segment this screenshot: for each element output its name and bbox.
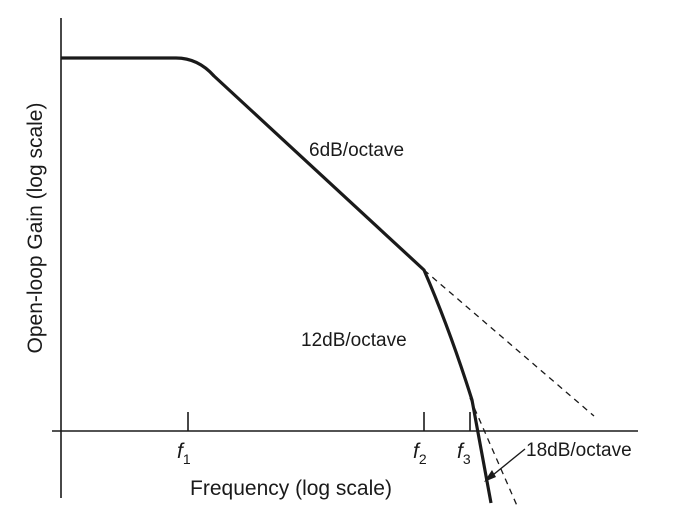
gain-curve xyxy=(61,56,493,504)
tick-label-f3: f3 xyxy=(457,440,471,467)
annotation-6db: 6dB/octave xyxy=(309,140,404,161)
tick-label-f1: f1 xyxy=(177,440,191,467)
annotation-18db: 18dB/octave xyxy=(526,440,632,461)
annotation-arrow-head xyxy=(484,470,496,482)
annotation-12db: 12dB/octave xyxy=(301,330,407,351)
dashed-extension-6db xyxy=(423,269,595,417)
tick-label-f2: f2 xyxy=(413,440,427,467)
x-axis-title: Frequency (log scale) xyxy=(190,477,392,500)
dashed-extension-12db xyxy=(469,397,519,509)
y-axis-title: Open-loop Gain (log scale) xyxy=(24,103,47,354)
